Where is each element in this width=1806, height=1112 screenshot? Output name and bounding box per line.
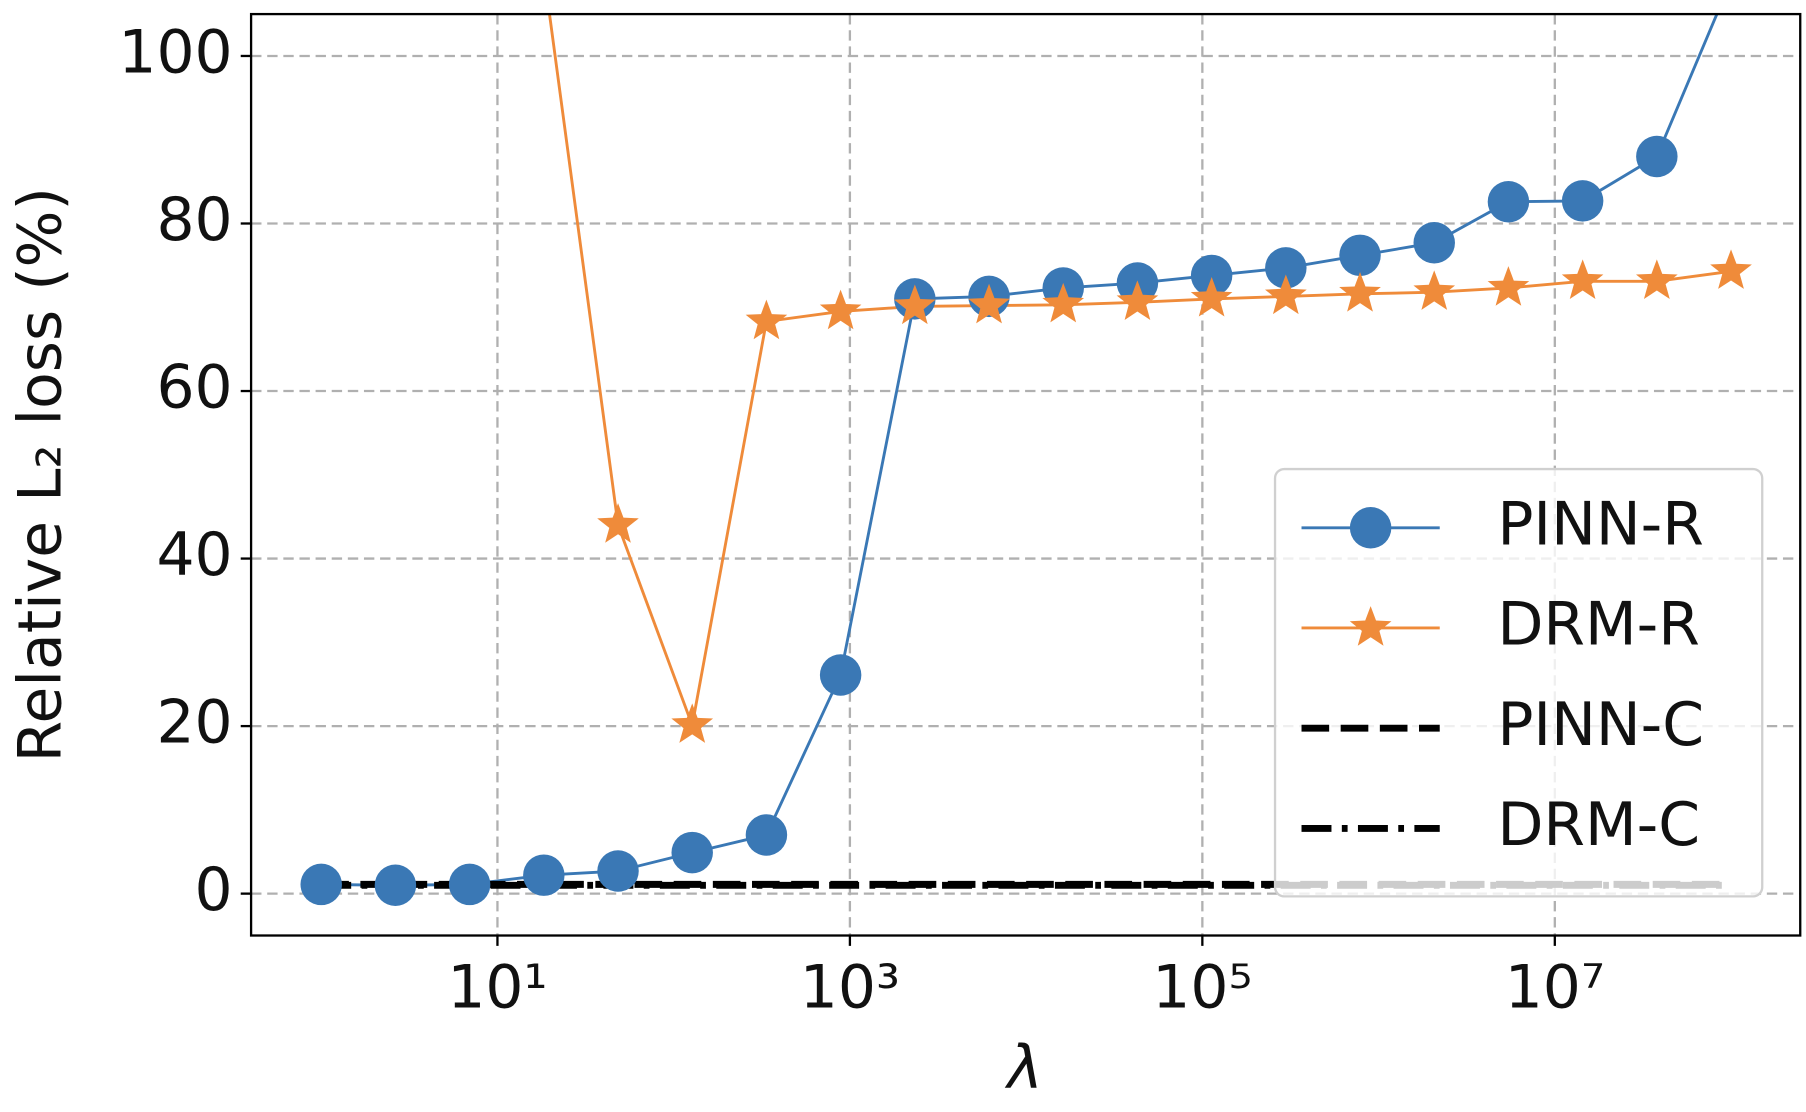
marker-circle bbox=[1190, 254, 1233, 297]
marker-circle bbox=[448, 863, 491, 906]
axes-frame bbox=[249, 12, 1802, 937]
x-tick-label: 10³ bbox=[800, 952, 900, 1022]
marker-circle bbox=[1265, 247, 1307, 289]
marker-star bbox=[745, 299, 788, 340]
legend: PINN-R DRM-R PINN-C DRM-C bbox=[1273, 467, 1764, 898]
marker-star bbox=[1339, 271, 1381, 312]
marker-circle bbox=[1561, 180, 1604, 222]
y-tick-label: 20 bbox=[156, 688, 232, 758]
x-tick-label: 10⁷ bbox=[1505, 952, 1605, 1022]
marker-star bbox=[1349, 606, 1392, 646]
y-tick-label: 40 bbox=[156, 520, 232, 590]
ticks: 0 20 40 60 80 100 10¹ 10³ 10⁵ 10⁷ bbox=[118, 18, 1605, 1023]
marker-star bbox=[1487, 266, 1530, 306]
marker-star bbox=[1265, 274, 1307, 315]
x-tick-label: 10⁵ bbox=[1152, 952, 1252, 1022]
marker-circle bbox=[1349, 507, 1392, 549]
marker-circle bbox=[1413, 222, 1455, 264]
marker-circle bbox=[374, 864, 417, 906]
marker-star bbox=[1190, 277, 1233, 317]
marker-circle bbox=[597, 850, 639, 892]
marker-star bbox=[1116, 280, 1159, 320]
marker-star bbox=[1413, 270, 1456, 310]
marker-circle bbox=[1339, 234, 1381, 277]
y-tick-label: 100 bbox=[118, 18, 232, 88]
x-tick-label: 10¹ bbox=[447, 952, 547, 1022]
marker-circle bbox=[745, 814, 788, 856]
marker-star bbox=[671, 703, 714, 743]
marker-star bbox=[968, 283, 1010, 324]
marker-star bbox=[597, 503, 639, 543]
legend-label: DRM-C bbox=[1497, 790, 1700, 860]
marker-star bbox=[1710, 249, 1752, 289]
marker-circle bbox=[300, 863, 342, 906]
marker-circle bbox=[523, 854, 565, 896]
marker-star bbox=[1561, 259, 1604, 300]
legend-frame bbox=[1273, 467, 1764, 898]
y-tick-label: 60 bbox=[156, 353, 232, 423]
marker-star bbox=[894, 284, 936, 325]
marker-star bbox=[1042, 282, 1085, 323]
x-axis-label: λ bbox=[1004, 1033, 1042, 1103]
legend-label: DRM-R bbox=[1497, 590, 1700, 660]
series-line bbox=[548, 14, 1732, 731]
y-axis-label: Relative L₂ loss (%) bbox=[5, 187, 75, 762]
marker-circle bbox=[1636, 135, 1678, 178]
legend-label: PINN-C bbox=[1497, 690, 1704, 760]
legend-label: PINN-R bbox=[1497, 489, 1704, 559]
marker-circle bbox=[1487, 180, 1530, 223]
y-tick-label: 0 bbox=[195, 855, 233, 925]
marker-star bbox=[819, 289, 862, 330]
y-tick-label: 80 bbox=[156, 185, 232, 255]
marker-star bbox=[1635, 259, 1678, 300]
marker-circle bbox=[819, 654, 862, 696]
marker-circle bbox=[1710, 0, 1751, 1]
marker-circle bbox=[671, 831, 713, 874]
